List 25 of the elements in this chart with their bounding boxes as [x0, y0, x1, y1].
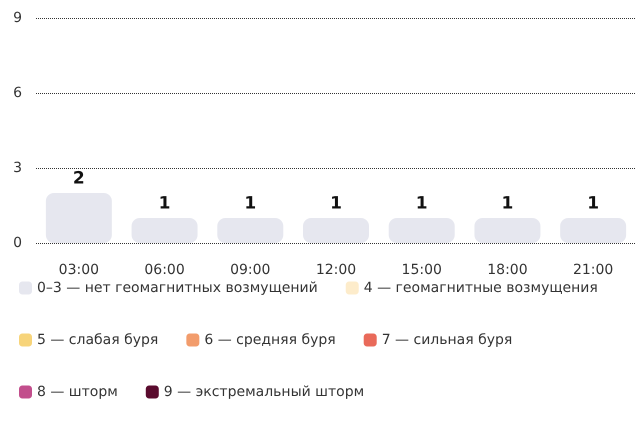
x-tick-label: 06:00: [144, 262, 185, 278]
data-label: 1: [330, 194, 342, 214]
legend-label: 9 — экстремальный шторм: [164, 384, 364, 400]
x-tick-label: 12:00: [316, 262, 356, 278]
data-label: 2: [72, 168, 85, 188]
data-label: 1: [416, 194, 428, 214]
data-label: 1: [158, 194, 170, 214]
x-tick-label: 21:00: [572, 262, 614, 278]
y-tick-label: 0: [13, 235, 22, 251]
x-tick-label: 03:00: [58, 262, 100, 278]
legend-label: 0–3 — нет геомагнитных возмущений: [37, 280, 318, 296]
x-tick-label: 15:00: [402, 262, 442, 278]
data-label: 1: [502, 194, 514, 214]
legend-label: 6 — средняя буря: [204, 332, 336, 348]
y-tick-label: 9: [13, 10, 22, 26]
legend-label: 8 — шторм: [37, 384, 118, 400]
y-tick-label: 6: [13, 85, 22, 101]
legend-label: 4 — геомагнитные возмущения: [364, 280, 598, 296]
data-label: 1: [244, 194, 256, 214]
x-tick-label: 09:00: [230, 262, 270, 278]
legend-label: 5 — слабая буря: [37, 332, 158, 348]
data-label: 1: [587, 194, 600, 214]
y-tick-label: 3: [13, 160, 22, 176]
x-tick-label: 18:00: [487, 262, 528, 278]
legend-label: 7 — сильная буря: [382, 332, 512, 348]
